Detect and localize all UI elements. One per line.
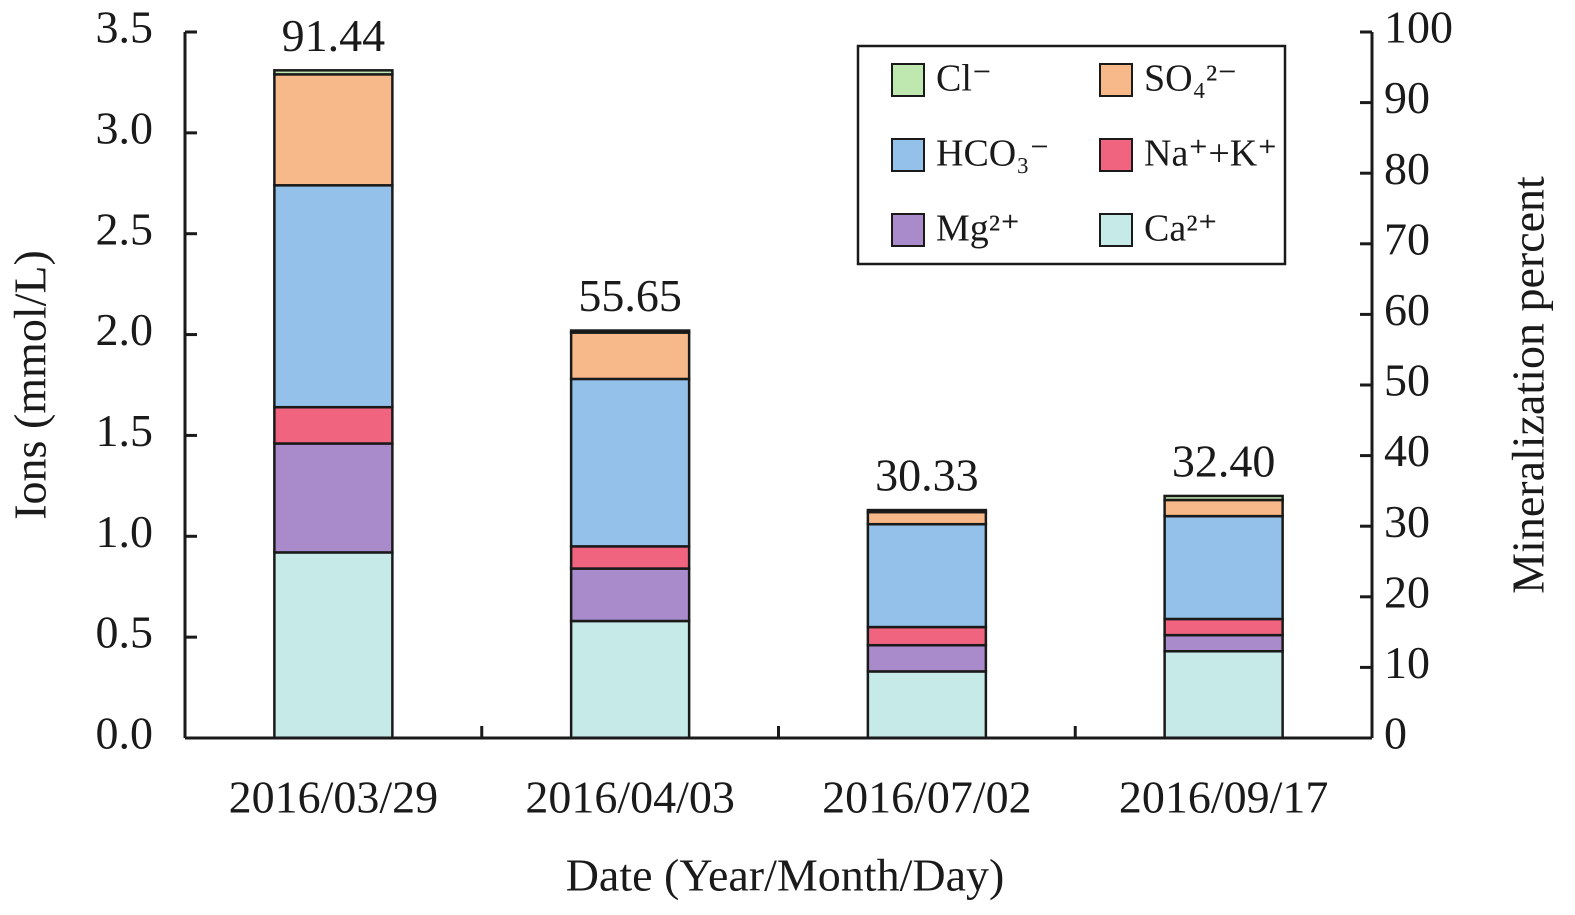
y-tick-label: 2.0	[96, 304, 154, 355]
y2-tick-label: 0	[1384, 708, 1407, 759]
y2-tick-label: 60	[1384, 284, 1430, 335]
bar-segment	[569, 331, 691, 381]
bar-segment	[569, 329, 691, 334]
legend-label: SO₄²⁻	[1144, 58, 1237, 100]
bar-segment	[273, 551, 394, 740]
bar-segment	[569, 619, 691, 740]
bar-segment	[273, 184, 394, 409]
x-tick-label: 2016/04/03	[525, 772, 735, 823]
bar-segment	[273, 442, 394, 554]
x-tick-label: 2016/03/29	[229, 772, 439, 823]
legend-label: HCO₃⁻	[936, 133, 1050, 175]
bar-segment	[1163, 514, 1284, 621]
bar-segment	[866, 643, 988, 673]
y2-tick-label: 10	[1384, 637, 1430, 688]
y2-tick-label: 80	[1384, 143, 1430, 194]
y-tick-label: 3.0	[96, 102, 154, 153]
bar-segment	[866, 625, 988, 647]
bar-segment	[1163, 633, 1284, 653]
y2-tick-label: 30	[1384, 496, 1430, 547]
y2-tick-label: 40	[1384, 425, 1430, 476]
bar-segment	[273, 405, 394, 445]
y2-tick-label: 70	[1384, 213, 1430, 264]
bar-segment	[569, 377, 691, 548]
y-tick-label: 0.0	[96, 708, 154, 759]
bar-segment	[866, 522, 988, 629]
bar-segment	[1163, 498, 1284, 518]
y2-tick-label: 90	[1384, 72, 1430, 123]
legend-swatch	[891, 138, 925, 172]
bar-segment	[273, 69, 394, 76]
value-label: 91.44	[282, 10, 386, 61]
y2-tick-label: 20	[1384, 566, 1430, 617]
legend-swatch	[1099, 138, 1133, 172]
y2-tick-label: 50	[1384, 355, 1430, 406]
bar-segment	[569, 545, 691, 570]
value-label: 30.33	[875, 450, 979, 501]
bar-segment	[1163, 494, 1284, 502]
y2-tick-label: 100	[1384, 2, 1453, 53]
legend-label: Ca²⁺	[1144, 208, 1218, 250]
bar-segment	[866, 508, 988, 514]
value-label: 32.40	[1172, 436, 1276, 487]
legend-label: Cl⁻	[936, 58, 992, 100]
bar-segment	[1163, 650, 1284, 740]
legend-swatch	[1099, 213, 1133, 247]
bar-segment	[569, 567, 691, 623]
bar-segment	[1163, 617, 1284, 637]
legend-label: Mg²⁺	[936, 208, 1020, 250]
legend-swatch	[1099, 63, 1133, 97]
x-tick-label: 2016/09/17	[1119, 772, 1329, 823]
bar-segment	[866, 670, 988, 740]
legend-swatch	[891, 63, 925, 97]
y-tick-label: 0.5	[96, 607, 154, 658]
x-axis-title: Date (Year/Month/Day)	[566, 850, 1005, 901]
x-tick-label: 2016/07/02	[822, 772, 1032, 823]
value-label: 55.65	[578, 270, 682, 321]
y-tick-label: 3.5	[96, 2, 154, 53]
legend-label: Na⁺+K⁺	[1144, 133, 1277, 175]
bar-segment	[273, 73, 394, 187]
y2-axis-title: Mineralization percent	[1503, 176, 1554, 594]
legend-box	[856, 44, 1287, 266]
legend-swatch	[891, 213, 925, 247]
y-tick-label: 1.0	[96, 506, 154, 557]
y-tick-label: 2.5	[96, 203, 154, 254]
y-tick-label: 1.5	[96, 405, 154, 456]
y-axis-title: Ions (mmol/L)	[5, 250, 56, 520]
bar-segment	[866, 510, 988, 526]
